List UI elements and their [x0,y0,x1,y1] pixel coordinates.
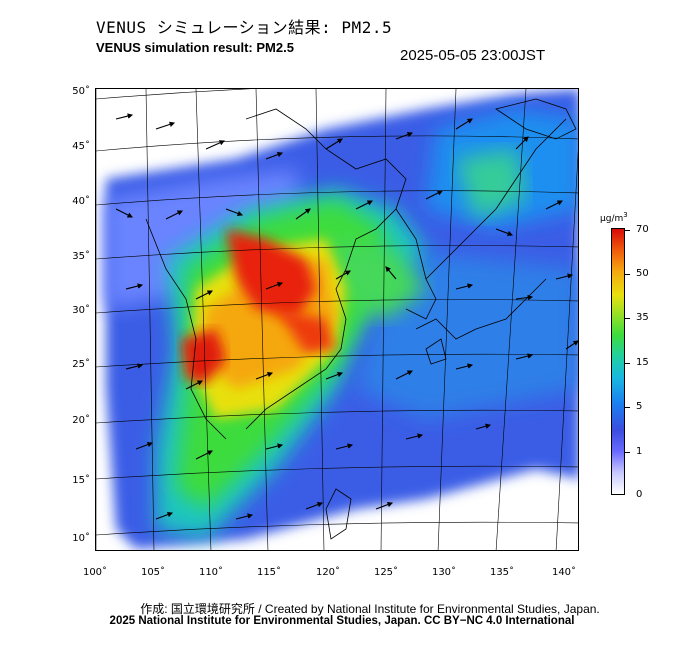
lat-tick-15: 15˚ [72,475,90,486]
colorbar-tick [625,274,630,275]
map-frame[interactable] [95,88,579,551]
lon-tick-105: 105˚ [140,567,166,578]
colorbar-tick [625,452,630,453]
lat-tick-35: 35˚ [72,251,90,262]
colorbar-unit: μg/m3 [600,211,628,224]
colorbar-label-1: 1 [636,446,643,457]
lon-tick-110: 110˚ [198,567,224,578]
title-japanese: VENUS シミュレーション結果: PM2.5 [96,18,393,37]
lat-tick-20: 20˚ [72,415,90,426]
credit-line: 作成: 国立環境研究所 / Created by National Instit… [140,602,600,616]
lon-tick-100: 100˚ [82,567,108,578]
title-english: VENUS simulation result: PM2.5 [96,40,294,55]
colorbar-label-35: 35 [636,312,649,323]
lon-tick-115: 115˚ [256,567,282,578]
pm25-map [96,89,578,550]
lat-tick-25: 25˚ [72,359,90,370]
timestamp: 2025-05-05 23:00JST [400,47,546,64]
license-line: 2025 National Institute for Environmenta… [109,615,575,627]
wind-vectors [115,113,578,520]
colorbar-label-5: 5 [636,401,643,412]
colorbar [611,228,625,495]
colorbar-label-50: 50 [636,268,649,279]
colorbar-tick [625,363,630,364]
colorbar-label-0: 0 [636,489,643,500]
colorbar-tick [625,318,630,319]
lat-tick-10: 10˚ [72,533,90,544]
concentration-field [106,89,578,549]
lon-tick-140: 140˚ [551,567,577,578]
colorbar-label-70: 70 [636,224,649,235]
graticule [96,89,578,550]
colorbar-tick [625,407,630,408]
lat-tick-45: 45˚ [72,141,90,152]
lon-tick-125: 125˚ [373,567,399,578]
lon-tick-120: 120˚ [315,567,341,578]
lat-tick-30: 30˚ [72,305,90,316]
colorbar-label-15: 15 [636,357,649,368]
lon-tick-135: 135˚ [489,567,515,578]
colorbar-tick [625,230,630,231]
lat-tick-40: 40˚ [72,196,90,207]
lon-tick-130: 130˚ [431,567,457,578]
coastlines [145,98,577,540]
lat-tick-50: 50˚ [72,86,90,97]
